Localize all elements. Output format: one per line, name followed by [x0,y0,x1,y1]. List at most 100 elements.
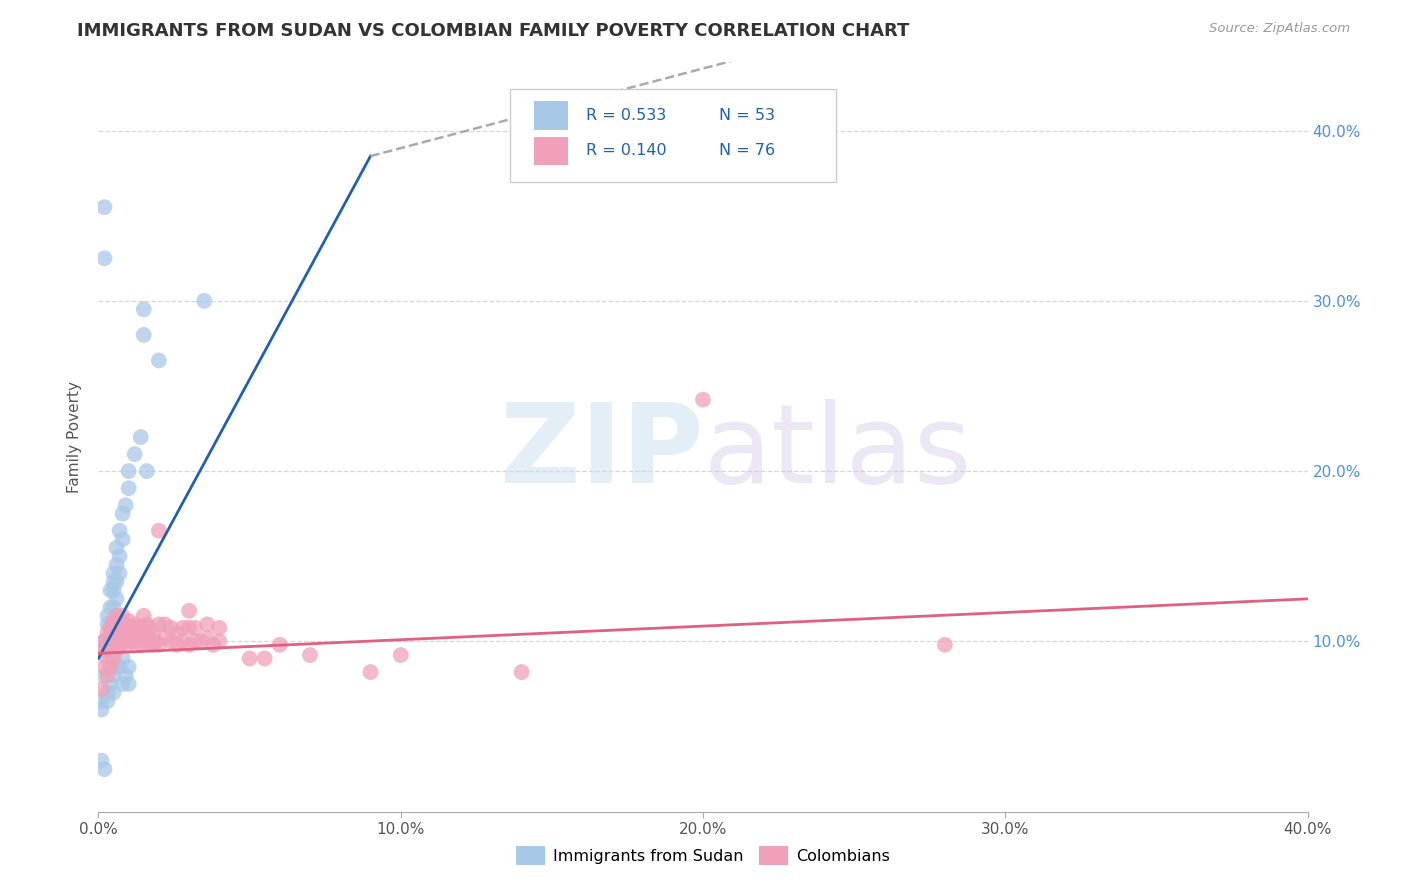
Point [127,634,149,648]
Point [93,668,115,682]
Point [184,621,207,635]
Point [190,634,212,648]
Text: R = 0.140: R = 0.140 [586,144,666,159]
Point [93,762,115,776]
Legend: Immigrants from Sudan, Colombians: Immigrants from Sudan, Colombians [510,840,896,871]
Point [105,541,128,555]
Point [142,638,165,652]
Point [389,648,412,662]
Point [111,533,134,547]
Bar [534,102,568,130]
Point [103,685,125,699]
Point [103,574,125,589]
Point [135,631,157,645]
Text: atlas: atlas [703,399,972,506]
Point [111,608,134,623]
Point [129,638,152,652]
Text: Source: ZipAtlas.com: Source: ZipAtlas.com [1209,22,1350,36]
Text: ZIP: ZIP [499,399,703,506]
Point [105,634,128,648]
Point [139,634,162,648]
Point [96,617,118,632]
Point [360,665,382,679]
FancyBboxPatch shape [509,88,837,182]
Point [96,651,118,665]
Point [103,626,125,640]
Point [153,631,176,645]
Point [114,634,136,648]
Point [145,634,167,648]
Point [139,621,162,635]
Point [105,660,128,674]
Point [96,626,118,640]
Point [100,643,122,657]
Text: R = 0.533: R = 0.533 [586,108,666,123]
Point [100,600,122,615]
Point [93,200,115,214]
Point [166,626,188,640]
Point [132,327,155,342]
Point [93,643,115,657]
Point [184,634,207,648]
Point [108,566,131,581]
Point [100,583,122,598]
Point [103,583,125,598]
Point [96,638,118,652]
Point [111,621,134,635]
Point [118,626,141,640]
Point [93,660,115,674]
Point [93,634,115,648]
Point [103,651,125,665]
Point [114,668,136,682]
Point [160,621,183,635]
Point [111,507,134,521]
Point [114,498,136,512]
Point [100,677,122,691]
Point [105,591,128,606]
Point [299,648,322,662]
Text: N = 76: N = 76 [718,144,775,159]
Point [100,660,122,674]
Point [96,643,118,657]
Point [105,621,128,635]
Point [135,617,157,632]
Point [108,626,131,640]
Point [172,621,194,635]
Point [253,651,276,665]
Point [195,617,218,632]
Point [103,617,125,632]
Point [135,464,157,478]
Point [118,614,141,628]
Point [129,430,152,444]
Point [118,464,141,478]
Point [108,614,131,628]
Point [100,617,122,632]
Point [96,668,118,682]
Point [105,643,128,657]
Point [148,638,170,652]
Point [132,634,155,648]
Point [108,549,131,564]
Point [96,694,118,708]
Point [148,353,170,368]
Point [166,638,188,652]
Point [692,392,714,407]
Point [103,614,125,628]
Point [118,677,141,691]
Point [208,634,231,648]
Point [114,621,136,635]
Y-axis label: Family Poverty: Family Poverty [67,381,83,493]
Point [148,617,170,632]
Point [269,638,291,652]
Point [105,608,128,623]
Point [96,634,118,648]
Point [239,651,262,665]
Point [142,626,165,640]
Point [124,631,146,645]
Point [118,638,141,652]
Point [100,634,122,648]
Point [153,617,176,632]
Point [129,626,152,640]
Point [90,754,112,768]
Point [111,677,134,691]
